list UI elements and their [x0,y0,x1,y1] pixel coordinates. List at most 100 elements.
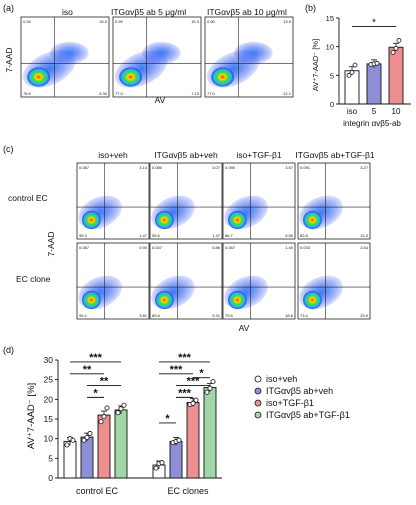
quadrant-lr: 13.3 [360,233,369,238]
quadrant-lr: 23.9 [360,313,369,318]
quadrant-ul: 0.080 [152,165,163,170]
flow-scatter-cloud [234,41,273,65]
panel-b-x-tick-label: 5 [372,107,377,116]
panel-d-data-point [81,437,87,443]
panel-d-legend-label: ITGαvβ5 ab+veh [266,386,333,396]
panel-c-row-control-ec: control EC [8,193,48,203]
panel-a-y-axis-label: 7-AAD [4,47,14,72]
panel-d-data-point [98,419,104,425]
panel-d-sig-mark: *** [187,376,201,388]
panel-d-data-point [210,379,216,385]
flow-density-core [27,67,51,87]
panel-d-sig-mark: ** [83,364,92,376]
panel-b-bar-chart: AV⁺7-AAD⁻ [%] 0 5 10 15 iso 5 10 * integrin αvβ… [311,14,411,128]
quadrant-ur: 3.57 [285,165,294,170]
panel-b-data-point [393,45,399,51]
panel-d-data-point [193,397,199,403]
panel-d-group-ec-clones: EC clones [167,486,209,496]
panel-d-data-point [176,437,182,443]
quadrant-ur: 3.14 [139,165,148,170]
panel-b-bar [366,63,382,105]
quadrant-lr: 3.81 [139,313,148,318]
flow-density-core [228,210,247,230]
quadrant-ur: 13.9 [283,19,292,24]
panel-d-legend: iso+veh ITGαvβ5 ab+veh iso+TGF-β1 ITGαvβ5 a… [254,374,350,420]
panel-label-c: (c) [3,144,14,154]
panel-d-data-point [153,465,159,471]
panel-d-sig-mark: *** [170,364,184,376]
flow-density-core [82,210,101,230]
panel-d-sig-mark: *** [89,352,103,364]
quadrant-ul: 0.047 [152,245,163,250]
quadrant-ll: 89.8 [152,313,161,318]
flow-plot-a-0: 0.94 15.0 78.6 5.30 [20,16,110,98]
panel-c-col-iso-tgf: iso+TGF-β1 [236,150,282,160]
panel-b-data-point [349,70,355,75]
panel-c-flow-grid: 7-AAD AV control EC EC clone iso+veh ITG… [8,150,375,333]
quadrant-ul: 0.087 [79,245,90,250]
panel-d-bar [80,436,94,479]
panel-c-y-axis-label: 7-AAD [46,231,56,256]
quadrant-ll: 79.8 [225,313,234,318]
quadrant-ll: 73.4 [300,313,309,318]
flow-plot-c-1-3: 0.033 2.64 73.4 23.9 [297,242,371,320]
panel-d-sig-mark: * [165,413,170,425]
panel-b-x-tick-label: 10 [392,107,401,116]
panel-d-legend-label: iso+veh [266,374,297,384]
panel-d-bar [169,440,183,479]
quadrant-ll: 82.8 [300,233,309,238]
panel-d-y-tick-label: 5 [48,453,53,463]
flow-density-core [303,210,322,230]
quadrant-lr: 9.50 [285,233,294,238]
flow-plot-c-0-2: 0.090 3.57 86.7 9.50 [222,162,296,240]
panel-d-sig-mark: * [93,387,98,399]
flow-density-core [155,290,174,310]
quadrant-lr: 1.47 [139,233,148,238]
quadrant-ll: 86.7 [225,233,234,238]
panel-a-title-ab5: ITGαvβ5 ab 5 μg/ml [111,7,186,17]
panel-b-sig-mark: * [372,18,376,29]
panel-c-col-iso-veh: iso+veh [98,150,128,160]
quadrant-ll: 95.6 [152,233,161,238]
panel-d-data-point [84,434,90,440]
quadrant-ul: 0.59 [115,19,124,24]
panel-d-sig-mark: ** [100,376,109,388]
panel-d-data-point [121,402,127,408]
quadrant-ul: 0.090 [225,165,236,170]
panel-b-data-point [346,72,352,78]
flow-plot-c-1-0: 0.087 0.90 95.2 3.81 [76,242,150,320]
panel-a-title-ab10: ITGαvβ5 ab 10 μg/ml [207,7,287,17]
flow-density-core [303,290,322,310]
panel-b-y-axis-label: AV⁺7-AAD⁻ [%] [311,39,320,91]
quadrant-ll: 77.0 [207,91,216,96]
panel-d-legend-swatch [254,387,262,395]
quadrant-ur: 2.64 [360,245,369,250]
panel-b-y-tick-label: 10 [326,43,334,52]
panel-d-sig-mark: * [199,368,204,380]
panel-d-legend-swatch [254,375,262,383]
panel-d-y-axis-label: AV⁺7-AAD⁻ [%] [26,383,37,449]
flow-density-core [228,290,247,310]
quadrant-lr: 9.31 [212,313,221,318]
quadrant-ul: 0.087 [79,165,90,170]
panel-b-y-tick-label: 15 [326,14,334,23]
panel-d-legend-swatch [254,399,262,407]
panel-d-y-tick-label: 15 [44,414,54,424]
flow-plot-c-0-1: 0.080 3.07 95.6 1.47 [149,162,223,240]
quadrant-ur: 15.3 [191,19,200,24]
quadrant-lr: 1.47 [212,233,221,238]
panel-b-y-tick-label: 0 [330,100,334,109]
quadrant-lr: 7.13 [191,91,200,96]
quadrant-ur: 0.86 [212,245,221,250]
panel-d-data-point [104,405,110,411]
panel-d-data-point [190,400,196,406]
panel-c-row-ec-clone: EC clone [16,274,51,284]
panel-b-data-point [374,60,380,66]
quadrant-ll: 95.3 [79,233,88,238]
flow-plot-c-0-0: 0.087 3.14 95.3 1.47 [76,162,150,240]
quadrant-ll: 95.2 [79,313,88,318]
panel-c-col-ab-veh: ITGαvβ5 ab+veh [154,150,218,160]
quadrant-ul: 0.94 [23,19,32,24]
panel-b-y-tick-label: 5 [330,71,334,80]
panel-d-data-point [159,460,165,466]
